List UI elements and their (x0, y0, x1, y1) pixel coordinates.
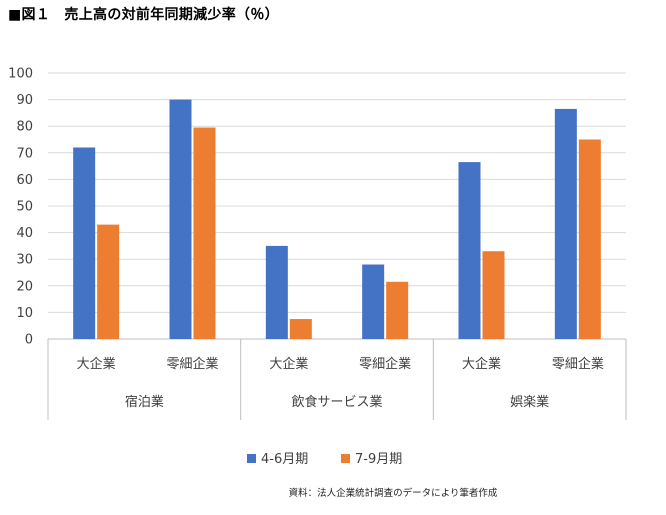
x-category-label: 零細企業 (359, 356, 411, 372)
bar (97, 224, 120, 339)
bar (362, 264, 385, 339)
bar (73, 147, 96, 339)
y-tick-label: 50 (16, 200, 33, 215)
bar (578, 139, 601, 339)
bar (554, 108, 577, 339)
y-tick-label: 60 (16, 173, 33, 188)
legend-swatch (341, 454, 350, 463)
legend-label: 7-9月期 (355, 452, 402, 467)
legend-label: 4-6月期 (261, 452, 308, 467)
source-note: 資料：法人企業統計調査のデータにより筆者作成 (288, 488, 498, 499)
x-group-label: 娯楽業 (510, 394, 549, 410)
y-tick-label: 100 (8, 67, 33, 82)
y-tick-label: 10 (16, 306, 33, 321)
x-category-label: 大企業 (462, 356, 501, 372)
bar (265, 245, 288, 339)
bar-chart: 0 10 20 30 40 50 60 70 80 90 100 大企業 零細企業 大企業 零細企業 大企業 零… (8, 67, 627, 467)
x-category-label: 大企業 (269, 356, 308, 372)
bar (458, 162, 481, 339)
bar (482, 251, 505, 339)
bar (193, 127, 216, 339)
figure-title: ■図１ 売上高の対前年同期減少率（％） (8, 7, 279, 23)
y-tick-label: 80 (16, 120, 33, 135)
bar (289, 319, 312, 339)
legend: 4-6月期 7-9月期 (247, 452, 402, 467)
x-category-label: 零細企業 (166, 356, 218, 372)
y-tick-label: 20 (16, 279, 33, 294)
legend-swatch (247, 454, 256, 463)
x-category-label: 零細企業 (552, 356, 604, 372)
bar (386, 281, 409, 339)
y-tick-label: 30 (16, 253, 33, 268)
axes: 0 10 20 30 40 50 60 70 80 90 100 大企業 零細企業 大企業 零細企業 大企業 零… (8, 67, 627, 420)
y-tick-label: 0 (25, 333, 33, 348)
bars (73, 99, 601, 339)
x-group-label: 飲食サービス業 (291, 394, 382, 410)
y-tick-label: 40 (16, 226, 33, 241)
y-tick-label: 90 (16, 93, 33, 108)
y-tick-label: 70 (16, 146, 33, 161)
x-category-label: 大企業 (77, 356, 116, 372)
bar (169, 99, 192, 339)
x-group-label: 宿泊業 (125, 394, 164, 410)
gridlines (48, 72, 626, 340)
